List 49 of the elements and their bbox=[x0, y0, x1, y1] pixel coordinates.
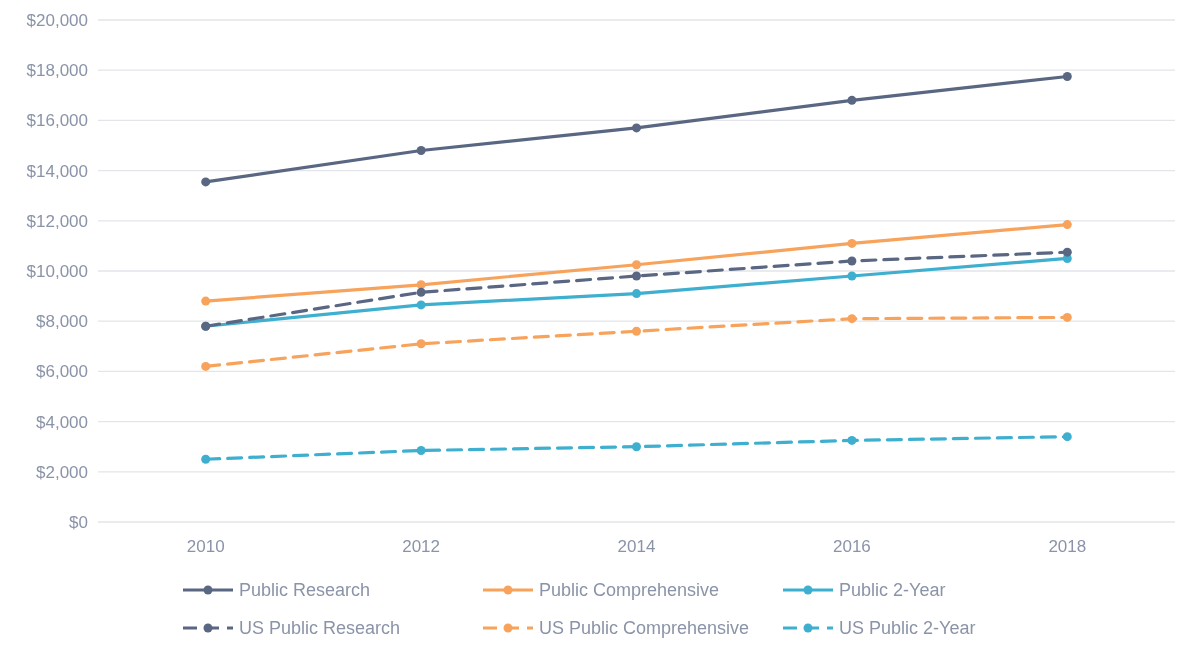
point bbox=[201, 454, 211, 464]
y-tick-label: $2,000 bbox=[36, 462, 88, 482]
point bbox=[416, 146, 426, 156]
point bbox=[416, 287, 426, 297]
point bbox=[632, 123, 641, 133]
legend-label: US Public 2-Year bbox=[839, 618, 976, 639]
point bbox=[847, 271, 857, 281]
y-tick-label: $4,000 bbox=[36, 412, 88, 432]
point bbox=[1062, 312, 1072, 322]
y-tick-label: $6,000 bbox=[36, 362, 88, 382]
x-tick-label: 2016 bbox=[832, 537, 871, 556]
point bbox=[201, 177, 211, 187]
point bbox=[847, 238, 857, 248]
x-tick-label: 2018 bbox=[1048, 537, 1087, 556]
legend-label: Public Comprehensive bbox=[539, 580, 720, 601]
point bbox=[632, 326, 641, 336]
y-tick-label: $0 bbox=[69, 512, 88, 532]
point bbox=[1062, 247, 1072, 257]
point bbox=[416, 280, 426, 290]
point bbox=[847, 95, 857, 105]
x-tick-label: 2012 bbox=[402, 537, 441, 556]
y-tick-label: $18,000 bbox=[26, 61, 88, 81]
point bbox=[632, 271, 641, 281]
point bbox=[847, 435, 857, 445]
y-tick-label: $12,000 bbox=[26, 211, 88, 231]
y-tick-label: $16,000 bbox=[26, 111, 88, 131]
point bbox=[847, 314, 857, 324]
point bbox=[416, 300, 426, 310]
point bbox=[632, 442, 641, 452]
legend-label: US Public Research bbox=[239, 618, 401, 639]
point bbox=[416, 339, 426, 349]
point bbox=[416, 445, 426, 455]
legend-label: US Public Comprehensive bbox=[539, 618, 750, 639]
x-tick-label: 2010 bbox=[186, 537, 225, 556]
legend-label: Public 2-Year bbox=[839, 580, 946, 601]
point bbox=[201, 361, 211, 371]
y-tick-label: $14,000 bbox=[26, 161, 88, 181]
point bbox=[632, 289, 641, 299]
point bbox=[632, 260, 641, 270]
point bbox=[1062, 220, 1072, 230]
x-tick-label: 2014 bbox=[617, 537, 656, 556]
y-tick-label: $8,000 bbox=[36, 312, 88, 332]
point bbox=[1062, 71, 1072, 81]
point bbox=[201, 296, 211, 306]
legend-label: Public Research bbox=[239, 580, 371, 601]
y-tick-label: $10,000 bbox=[26, 261, 88, 281]
point bbox=[1062, 432, 1072, 442]
y-tick-label: $20,000 bbox=[26, 10, 88, 30]
point bbox=[847, 256, 857, 266]
